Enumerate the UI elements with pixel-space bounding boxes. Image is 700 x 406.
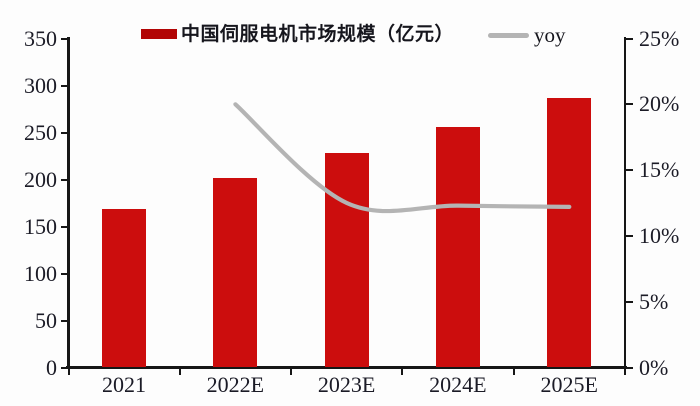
legend-bar-label: 中国伺服电机市场规模（亿元）	[181, 24, 455, 45]
y-axis-left-label: 0	[46, 354, 57, 380]
y-axis-right-tick	[625, 37, 633, 40]
y-axis-right-tick	[625, 234, 633, 237]
y-axis-right	[624, 37, 626, 369]
y-axis-right-label: 25%	[639, 25, 680, 51]
y-axis-right-label: 15%	[639, 157, 680, 183]
x-axis-label: 2021	[102, 372, 146, 397]
y-axis-left-tick	[61, 225, 68, 228]
y-axis-left-tick	[61, 366, 68, 369]
yoy-line-path	[233, 102, 572, 214]
legend-line-label: yoy	[534, 23, 566, 47]
y-axis-left-label: 100	[24, 260, 57, 286]
y-axis-left-label: 150	[24, 213, 57, 239]
y-axis-left-label: 350	[24, 25, 57, 51]
y-axis-left-tick	[61, 37, 68, 40]
bar-2025E	[547, 97, 592, 368]
y-axis-left-tick	[61, 84, 68, 87]
y-axis-left-tick	[61, 319, 68, 322]
x-axis-tick	[512, 368, 515, 375]
bar-2024E	[436, 126, 481, 368]
x-axis	[66, 366, 627, 369]
y-axis-right-tick	[625, 103, 633, 106]
y-axis-left-tick	[61, 272, 68, 275]
y-axis-left	[67, 37, 70, 369]
y-axis-right-tick	[625, 366, 633, 369]
y-axis-right-label: 10%	[639, 222, 680, 248]
x-axis-tick	[67, 368, 70, 375]
legend-line-swatch	[488, 33, 529, 38]
x-axis-tick	[290, 368, 293, 375]
bar-2022E	[213, 177, 258, 368]
x-axis-tick	[401, 368, 404, 375]
x-axis-tick	[178, 368, 181, 375]
y-axis-left-label: 200	[24, 166, 57, 192]
x-axis-tick	[624, 368, 626, 375]
y-axis-right-label: 20%	[639, 91, 680, 117]
y-axis-left-label: 50	[35, 307, 57, 333]
y-axis-right-tick	[625, 300, 633, 303]
y-axis-left-tick	[61, 131, 68, 134]
y-axis-right-label: 0%	[639, 354, 669, 380]
y-axis-left-label: 250	[24, 119, 57, 145]
chart-legend: 中国伺服电机市场规模（亿元） yoy	[0, 22, 700, 48]
y-axis-left-label: 300	[24, 72, 57, 98]
x-axis-label: 2025E	[540, 372, 598, 397]
x-axis-label: 2024E	[429, 372, 487, 397]
bar-2023E	[324, 153, 369, 368]
y-axis-left-tick	[61, 178, 68, 181]
y-axis-right-label: 5%	[639, 288, 669, 314]
x-axis-label: 2023E	[317, 372, 376, 397]
y-axis-right-tick	[625, 169, 633, 172]
legend-bar-swatch	[141, 29, 177, 39]
x-axis-label: 2022E	[206, 372, 265, 397]
bar-2021	[102, 208, 147, 368]
